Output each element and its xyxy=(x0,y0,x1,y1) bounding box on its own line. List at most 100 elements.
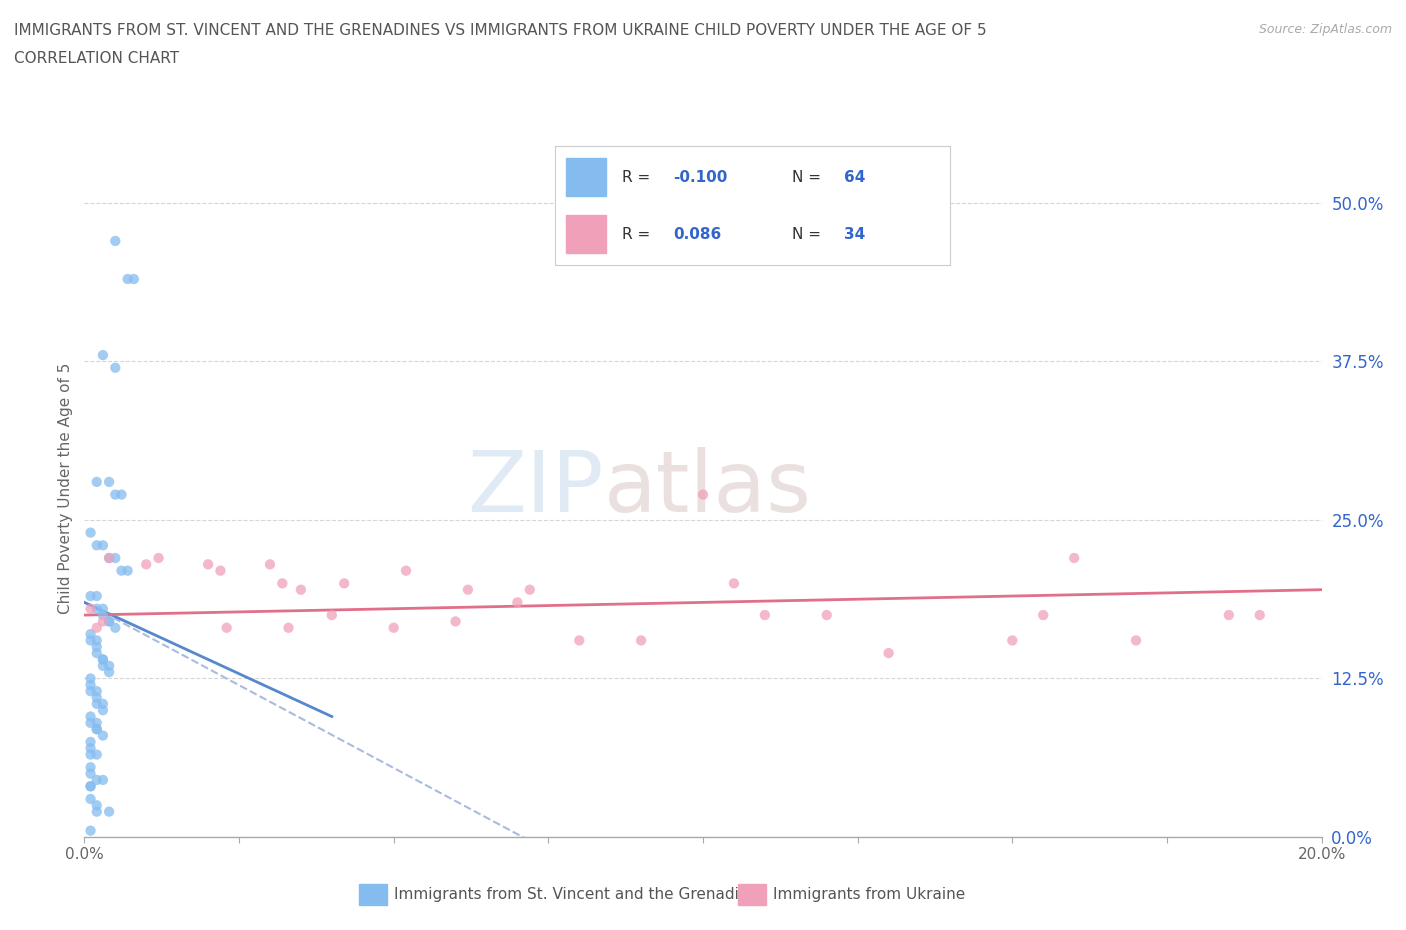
Point xyxy=(79,766,101,781)
Point xyxy=(630,633,652,648)
Point xyxy=(86,589,108,604)
Point xyxy=(877,645,900,660)
Point xyxy=(506,595,529,610)
Point xyxy=(86,697,108,711)
Point xyxy=(79,735,101,750)
Point xyxy=(79,778,101,793)
Point xyxy=(86,722,108,737)
Point xyxy=(86,798,108,813)
Point xyxy=(79,684,101,698)
Point xyxy=(117,564,139,578)
Text: IMMIGRANTS FROM ST. VINCENT AND THE GRENADINES VS IMMIGRANTS FROM UKRAINE CHILD : IMMIGRANTS FROM ST. VINCENT AND THE GREN… xyxy=(14,23,987,38)
Point xyxy=(382,620,405,635)
Point xyxy=(104,620,127,635)
Point xyxy=(98,658,121,673)
Text: atlas: atlas xyxy=(605,446,813,530)
Point xyxy=(1125,633,1147,648)
Point xyxy=(568,633,591,648)
Point xyxy=(86,602,108,617)
Point xyxy=(91,538,114,552)
Point xyxy=(79,741,101,756)
Point xyxy=(1218,607,1240,622)
Point xyxy=(91,348,114,363)
Point xyxy=(79,602,101,617)
Point xyxy=(91,652,114,667)
Point xyxy=(259,557,281,572)
Point xyxy=(754,607,776,622)
Point xyxy=(333,576,356,591)
Y-axis label: Child Poverty Under the Age of 5: Child Poverty Under the Age of 5 xyxy=(58,363,73,614)
Point xyxy=(86,538,108,552)
Point xyxy=(91,703,114,718)
Point xyxy=(98,804,121,819)
Point xyxy=(86,690,108,705)
Point xyxy=(86,715,108,730)
Text: ZIP: ZIP xyxy=(468,446,605,530)
Point xyxy=(91,658,114,673)
Point xyxy=(79,823,101,838)
Point xyxy=(444,614,467,629)
Point xyxy=(117,272,139,286)
Point xyxy=(1032,607,1054,622)
Point xyxy=(148,551,170,565)
Point xyxy=(271,576,294,591)
Point xyxy=(98,474,121,489)
Point xyxy=(1249,607,1271,622)
Point xyxy=(86,747,108,762)
Point xyxy=(815,607,838,622)
Point xyxy=(79,778,101,793)
Point xyxy=(79,760,101,775)
Point xyxy=(98,551,121,565)
Point xyxy=(79,791,101,806)
Point xyxy=(91,614,114,629)
Point xyxy=(86,645,108,660)
Point xyxy=(519,582,541,597)
Point xyxy=(104,551,127,565)
Point xyxy=(692,487,714,502)
Point xyxy=(79,715,101,730)
Point xyxy=(104,233,127,248)
Point xyxy=(79,627,101,642)
Point xyxy=(98,614,121,629)
Text: Source: ZipAtlas.com: Source: ZipAtlas.com xyxy=(1258,23,1392,36)
Text: Immigrants from St. Vincent and the Grenadines: Immigrants from St. Vincent and the Gren… xyxy=(394,887,766,902)
Point xyxy=(86,804,108,819)
Point xyxy=(79,709,101,724)
Point xyxy=(79,589,101,604)
Point xyxy=(86,474,108,489)
Point xyxy=(79,671,101,686)
Point xyxy=(79,633,101,648)
Point xyxy=(122,272,145,286)
Point xyxy=(290,582,312,597)
Point xyxy=(91,728,114,743)
Point xyxy=(79,677,101,692)
Point xyxy=(110,564,132,578)
Point xyxy=(104,360,127,375)
Text: CORRELATION CHART: CORRELATION CHART xyxy=(14,51,179,66)
Point xyxy=(86,684,108,698)
Point xyxy=(1063,551,1085,565)
Point xyxy=(79,747,101,762)
Point xyxy=(215,620,238,635)
Point xyxy=(135,557,157,572)
Point xyxy=(197,557,219,572)
Point xyxy=(98,551,121,565)
Point xyxy=(209,564,232,578)
Point xyxy=(86,639,108,654)
Point xyxy=(91,773,114,788)
Point xyxy=(104,487,127,502)
Point xyxy=(86,722,108,737)
Point xyxy=(79,525,101,540)
Point xyxy=(277,620,299,635)
Point xyxy=(98,614,121,629)
Point xyxy=(395,564,418,578)
Point xyxy=(86,620,108,635)
Point xyxy=(86,773,108,788)
Point xyxy=(321,607,343,622)
Point xyxy=(91,652,114,667)
Point xyxy=(110,487,132,502)
Point xyxy=(86,633,108,648)
Point xyxy=(91,607,114,622)
Point xyxy=(723,576,745,591)
Point xyxy=(1001,633,1024,648)
